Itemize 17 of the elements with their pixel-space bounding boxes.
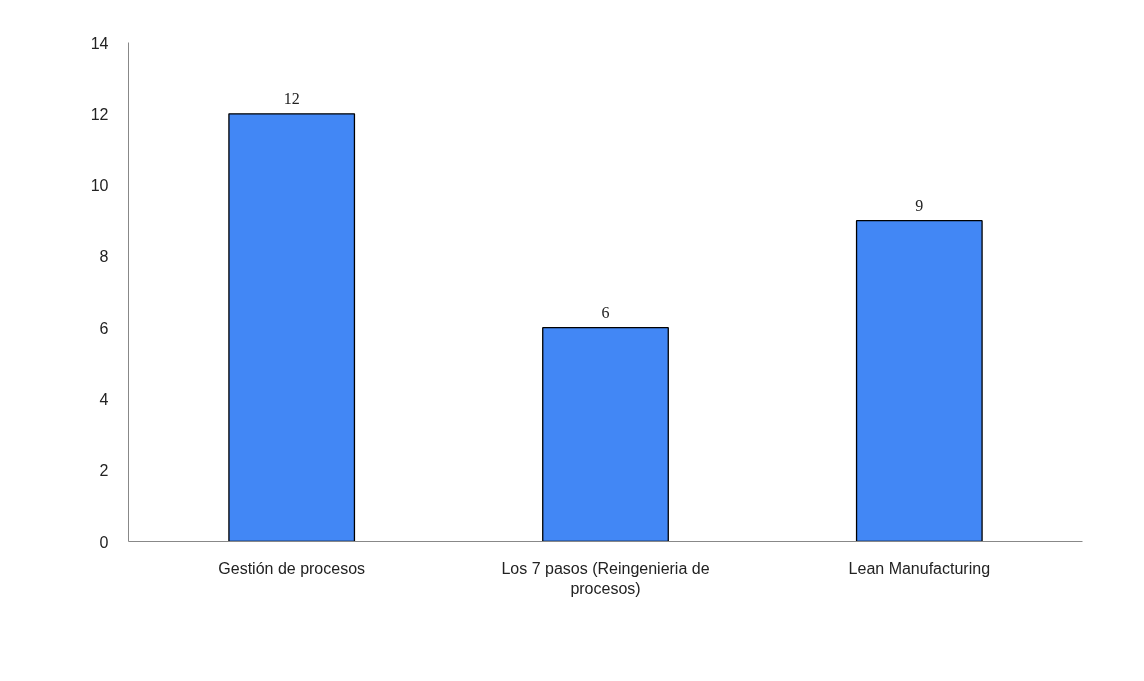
data-label: 9 [915, 196, 924, 214]
x-tick-label: Los 7 pasos (Reingenieria de procesos) [501, 559, 710, 597]
y-tick-label: 14 [90, 34, 109, 52]
x-tick-label: Lean Manufacturing [848, 559, 991, 577]
y-tick-label: 12 [90, 105, 109, 123]
data-label: 12 [283, 89, 300, 107]
bar [228, 113, 356, 542]
data-label: 6 [601, 303, 610, 321]
y-tick-label: 4 [99, 390, 109, 408]
bar [542, 326, 669, 542]
y-tick-label: 8 [99, 248, 109, 266]
y-tick-label: 6 [99, 319, 109, 337]
y-tick-label: 10 [90, 177, 109, 195]
y-tick-label: 0 [99, 533, 109, 551]
y-tick-label: 2 [99, 462, 109, 480]
x-tick-label: Gestión de procesos [218, 559, 366, 577]
bar [855, 220, 983, 542]
